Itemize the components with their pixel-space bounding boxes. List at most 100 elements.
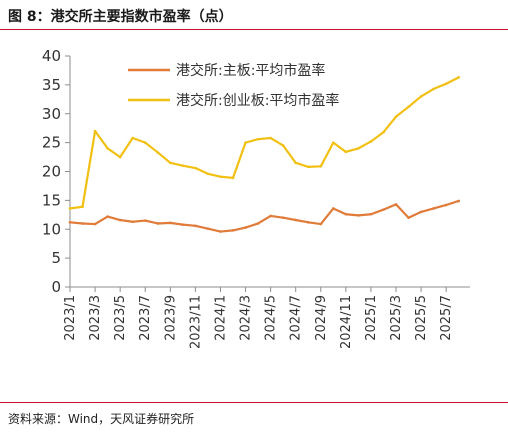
data-point xyxy=(169,221,172,225)
y-tick-label: 5 xyxy=(51,249,61,267)
data-point xyxy=(81,222,84,225)
data-point xyxy=(143,219,147,222)
y-tick-label: 20 xyxy=(42,163,61,181)
data-point xyxy=(156,151,160,154)
data-point xyxy=(93,222,97,226)
data-point xyxy=(332,207,335,210)
series-layer xyxy=(68,76,461,233)
x-axis: 2023/1 2023/3 2023/5 2023/7 2023/9 2023/11 202… xyxy=(63,286,470,349)
x-tick-label: 2025/3 xyxy=(389,295,404,341)
x-tick-label: 2023/7 xyxy=(138,295,153,341)
data-point xyxy=(344,212,348,216)
series-line xyxy=(68,199,460,233)
data-point xyxy=(219,175,222,178)
y-tick-label: 40 xyxy=(42,47,61,65)
data-point xyxy=(256,222,260,225)
data-point xyxy=(219,230,222,233)
data-point xyxy=(294,218,298,222)
data-point xyxy=(407,105,410,109)
data-point xyxy=(169,161,172,165)
data-point xyxy=(81,205,84,209)
x-tick-label: 2025/1 xyxy=(364,295,379,341)
data-point xyxy=(206,172,210,176)
data-point xyxy=(357,147,360,150)
series-gem xyxy=(68,76,461,210)
data-point xyxy=(281,216,285,219)
data-point xyxy=(231,229,235,232)
data-point xyxy=(231,176,235,180)
data-point xyxy=(432,87,435,91)
data-point xyxy=(93,129,97,133)
data-point xyxy=(294,161,298,165)
source-divider xyxy=(0,402,508,403)
x-tick-label: 2024/7 xyxy=(289,295,304,341)
data-point xyxy=(269,136,272,140)
x-tick-label: 2024/3 xyxy=(239,295,254,341)
data-point xyxy=(106,215,109,218)
data-point xyxy=(143,141,147,144)
data-point xyxy=(118,218,122,222)
data-point xyxy=(194,224,197,228)
data-point xyxy=(156,222,160,225)
data-point xyxy=(394,115,398,118)
data-point xyxy=(419,210,423,214)
data-point xyxy=(306,165,310,169)
series-main-board xyxy=(68,199,461,233)
title-divider xyxy=(0,29,508,30)
data-point xyxy=(382,130,385,134)
legend-label: 港交所:主板:平均市盈率 xyxy=(176,62,325,79)
data-point xyxy=(244,226,247,229)
data-point xyxy=(306,221,310,224)
source-note: 资料来源：Wind，天风证券研究所 xyxy=(8,412,195,426)
y-tick-label: 25 xyxy=(42,134,61,152)
data-point xyxy=(181,223,185,226)
data-point xyxy=(432,207,435,210)
data-point xyxy=(319,165,323,168)
data-point xyxy=(407,216,410,219)
y-axis: 0 5 10 15 20 25 30 35 40 xyxy=(42,47,71,296)
data-point xyxy=(68,207,72,210)
x-tick-label: 2023/11 xyxy=(188,295,203,349)
data-point xyxy=(181,164,185,168)
y-tick-label: 10 xyxy=(42,220,61,238)
data-point xyxy=(118,155,122,159)
data-point xyxy=(319,222,323,226)
y-tick-label: 30 xyxy=(42,105,61,123)
data-point xyxy=(244,141,247,144)
figure-title: 图 8：港交所主要指数市盈率（点） xyxy=(8,9,233,25)
y-tick-label: 15 xyxy=(42,191,61,209)
data-point xyxy=(457,199,461,203)
data-point xyxy=(444,203,448,207)
data-point xyxy=(357,214,360,217)
x-tick-label: 2023/9 xyxy=(163,295,178,341)
data-point xyxy=(106,147,109,150)
x-tick-label: 2023/1 xyxy=(63,295,78,341)
legend-label: 港交所:创业板:平均市盈率 xyxy=(176,92,339,109)
data-point xyxy=(269,214,272,218)
data-point xyxy=(369,140,373,143)
x-tick-label: 2025/5 xyxy=(414,295,429,341)
data-point xyxy=(419,95,423,98)
x-tick-label: 2025/7 xyxy=(439,295,454,341)
data-point xyxy=(194,166,197,170)
data-point xyxy=(457,76,461,79)
x-tick-label: 2024/5 xyxy=(264,295,279,341)
data-point xyxy=(444,82,448,86)
data-point xyxy=(369,212,373,216)
data-point xyxy=(131,220,134,224)
x-tick-label: 2024/11 xyxy=(339,295,354,349)
x-tick-label: 2024/1 xyxy=(213,295,228,341)
y-tick-label: 0 xyxy=(51,278,61,296)
x-tick-label: 2024/9 xyxy=(314,295,329,341)
x-tick-label: 2023/5 xyxy=(113,295,128,341)
data-point xyxy=(256,137,260,141)
data-point xyxy=(344,150,348,154)
data-point xyxy=(206,227,210,230)
data-point xyxy=(394,203,398,206)
x-tick-label: 2023/3 xyxy=(88,295,103,341)
data-point xyxy=(382,208,385,211)
series-line xyxy=(68,76,460,210)
data-point xyxy=(131,136,134,140)
